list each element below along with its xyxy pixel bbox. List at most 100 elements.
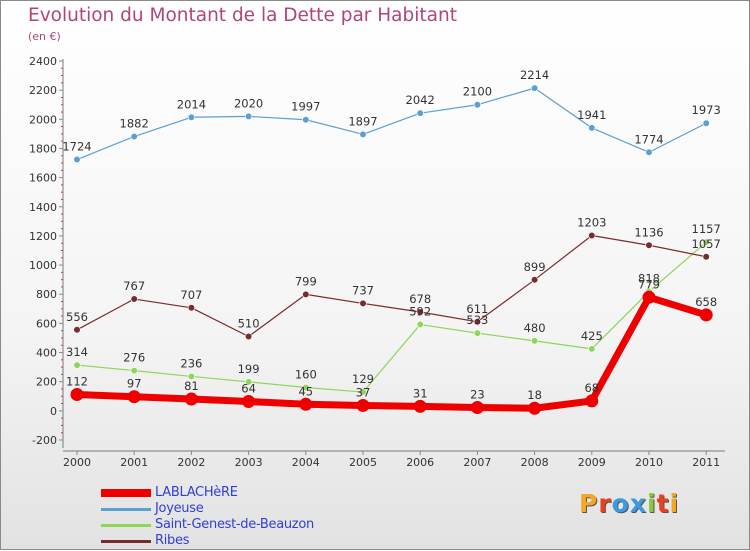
y-tick-label: 1200 xyxy=(29,230,57,243)
data-point xyxy=(127,390,141,404)
data-point xyxy=(242,395,256,409)
data-point xyxy=(187,113,195,121)
data-label: 160 xyxy=(295,368,317,382)
x-tick-label: 2006 xyxy=(406,456,434,469)
data-point xyxy=(359,388,367,396)
data-point xyxy=(588,124,596,132)
data-point xyxy=(473,329,482,337)
data-label: 97 xyxy=(127,377,142,391)
data-point xyxy=(416,320,424,329)
series-line-lablach-re xyxy=(73,293,710,412)
data-point xyxy=(130,295,138,303)
data-point xyxy=(528,401,542,415)
x-tick-label: 2005 xyxy=(349,456,377,469)
data-label: 2100 xyxy=(463,85,492,99)
data-point xyxy=(245,112,253,120)
data-label: 276 xyxy=(123,351,145,365)
data-label: 818 xyxy=(638,272,660,286)
legend-label: Saint-Genest-de-Beauzon xyxy=(155,517,314,532)
data-point xyxy=(302,383,310,392)
data-label: 1973 xyxy=(692,103,721,117)
x-tick-label: 2002 xyxy=(177,456,205,469)
data-point xyxy=(413,399,427,413)
legend-label: Joyeuse xyxy=(155,501,204,516)
y-tick-label: 2000 xyxy=(29,113,57,126)
data-label: 737 xyxy=(352,283,374,297)
y-tick-label: -200 xyxy=(32,434,57,447)
data-label: 112 xyxy=(66,375,88,389)
data-point xyxy=(473,318,482,326)
data-point xyxy=(530,337,539,345)
data-label: 480 xyxy=(524,321,546,335)
data-label: 314 xyxy=(66,345,88,359)
data-label: 1157 xyxy=(692,222,721,236)
data-label: 1897 xyxy=(348,114,377,128)
data-label: 1203 xyxy=(577,215,606,229)
proxiti-logo: Proxiti xyxy=(579,489,680,518)
data-label: 1136 xyxy=(634,225,663,239)
data-label: 799 xyxy=(295,274,317,288)
data-point xyxy=(70,388,84,402)
data-point xyxy=(645,241,653,249)
data-point xyxy=(530,84,539,92)
y-tick-label: 1000 xyxy=(29,259,57,272)
chart-title: Evolution du Montant de la Dette par Hab… xyxy=(28,5,457,26)
legend-label: Ribes xyxy=(155,533,190,548)
data-label: 64 xyxy=(241,382,256,396)
data-point xyxy=(530,276,539,284)
data-point xyxy=(702,253,710,261)
data-label: 2020 xyxy=(234,96,263,110)
data-point xyxy=(359,299,367,308)
x-tick-label: 2000 xyxy=(63,456,91,469)
data-label: 37 xyxy=(356,385,371,399)
data-point xyxy=(585,394,599,408)
x-tick-label: 2008 xyxy=(521,456,549,469)
data-point xyxy=(130,367,138,375)
data-point xyxy=(702,119,710,127)
series-line-joyeuse xyxy=(76,87,707,161)
data-point xyxy=(73,361,81,369)
data-point xyxy=(302,116,310,124)
data-point xyxy=(642,290,656,304)
data-label: 592 xyxy=(409,305,431,319)
x-tick-label: 2003 xyxy=(235,456,263,469)
y-tick-label: 200 xyxy=(36,376,57,389)
data-label: 129 xyxy=(352,372,374,386)
data-label: 707 xyxy=(180,288,202,302)
data-point xyxy=(588,231,596,240)
x-tick-label: 2009 xyxy=(578,456,606,469)
data-label: 1774 xyxy=(634,132,663,146)
y-tick-label: 1800 xyxy=(29,142,57,155)
y-tick-label: 0 xyxy=(50,405,57,418)
y-tick-label: 1600 xyxy=(29,172,57,185)
x-tick-label: 2001 xyxy=(120,456,148,469)
y-tick-label: 1400 xyxy=(29,201,57,214)
data-label: 611 xyxy=(466,302,488,316)
legend-swatch xyxy=(101,508,151,511)
legend-swatch xyxy=(101,540,151,543)
x-tick-label: 2010 xyxy=(635,456,663,469)
data-point xyxy=(645,148,653,156)
data-point xyxy=(356,398,370,412)
data-label: 1997 xyxy=(291,100,320,114)
data-label: 236 xyxy=(180,356,202,370)
x-tick-label: 2011 xyxy=(692,456,720,469)
y-tick-label: 600 xyxy=(36,317,57,330)
x-tick-label: 2004 xyxy=(292,456,320,469)
data-label: 68 xyxy=(584,381,599,395)
data-point xyxy=(470,400,484,414)
data-label: 510 xyxy=(238,317,260,331)
data-point xyxy=(184,392,198,406)
data-point xyxy=(416,308,424,316)
data-point xyxy=(359,130,367,138)
x-tick-label: 2007 xyxy=(463,456,491,469)
data-point xyxy=(130,132,138,141)
series-line-saint-genest-de-beauzon xyxy=(76,241,707,393)
data-label: 899 xyxy=(524,260,546,274)
data-label: 658 xyxy=(695,295,717,309)
data-label: 2214 xyxy=(520,68,549,82)
data-point xyxy=(73,155,81,164)
data-label: 23 xyxy=(470,387,485,401)
